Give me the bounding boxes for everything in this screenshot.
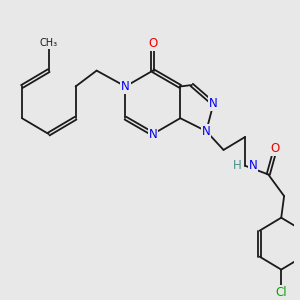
Text: N: N <box>148 128 157 141</box>
Text: H: H <box>233 159 242 172</box>
Text: N: N <box>249 159 258 172</box>
Text: O: O <box>148 37 158 50</box>
Text: Cl: Cl <box>275 286 287 299</box>
Text: N: N <box>202 125 211 138</box>
Text: CH₃: CH₃ <box>40 38 58 48</box>
Text: N: N <box>209 97 218 110</box>
Text: N: N <box>121 80 130 93</box>
Text: O: O <box>271 142 280 155</box>
